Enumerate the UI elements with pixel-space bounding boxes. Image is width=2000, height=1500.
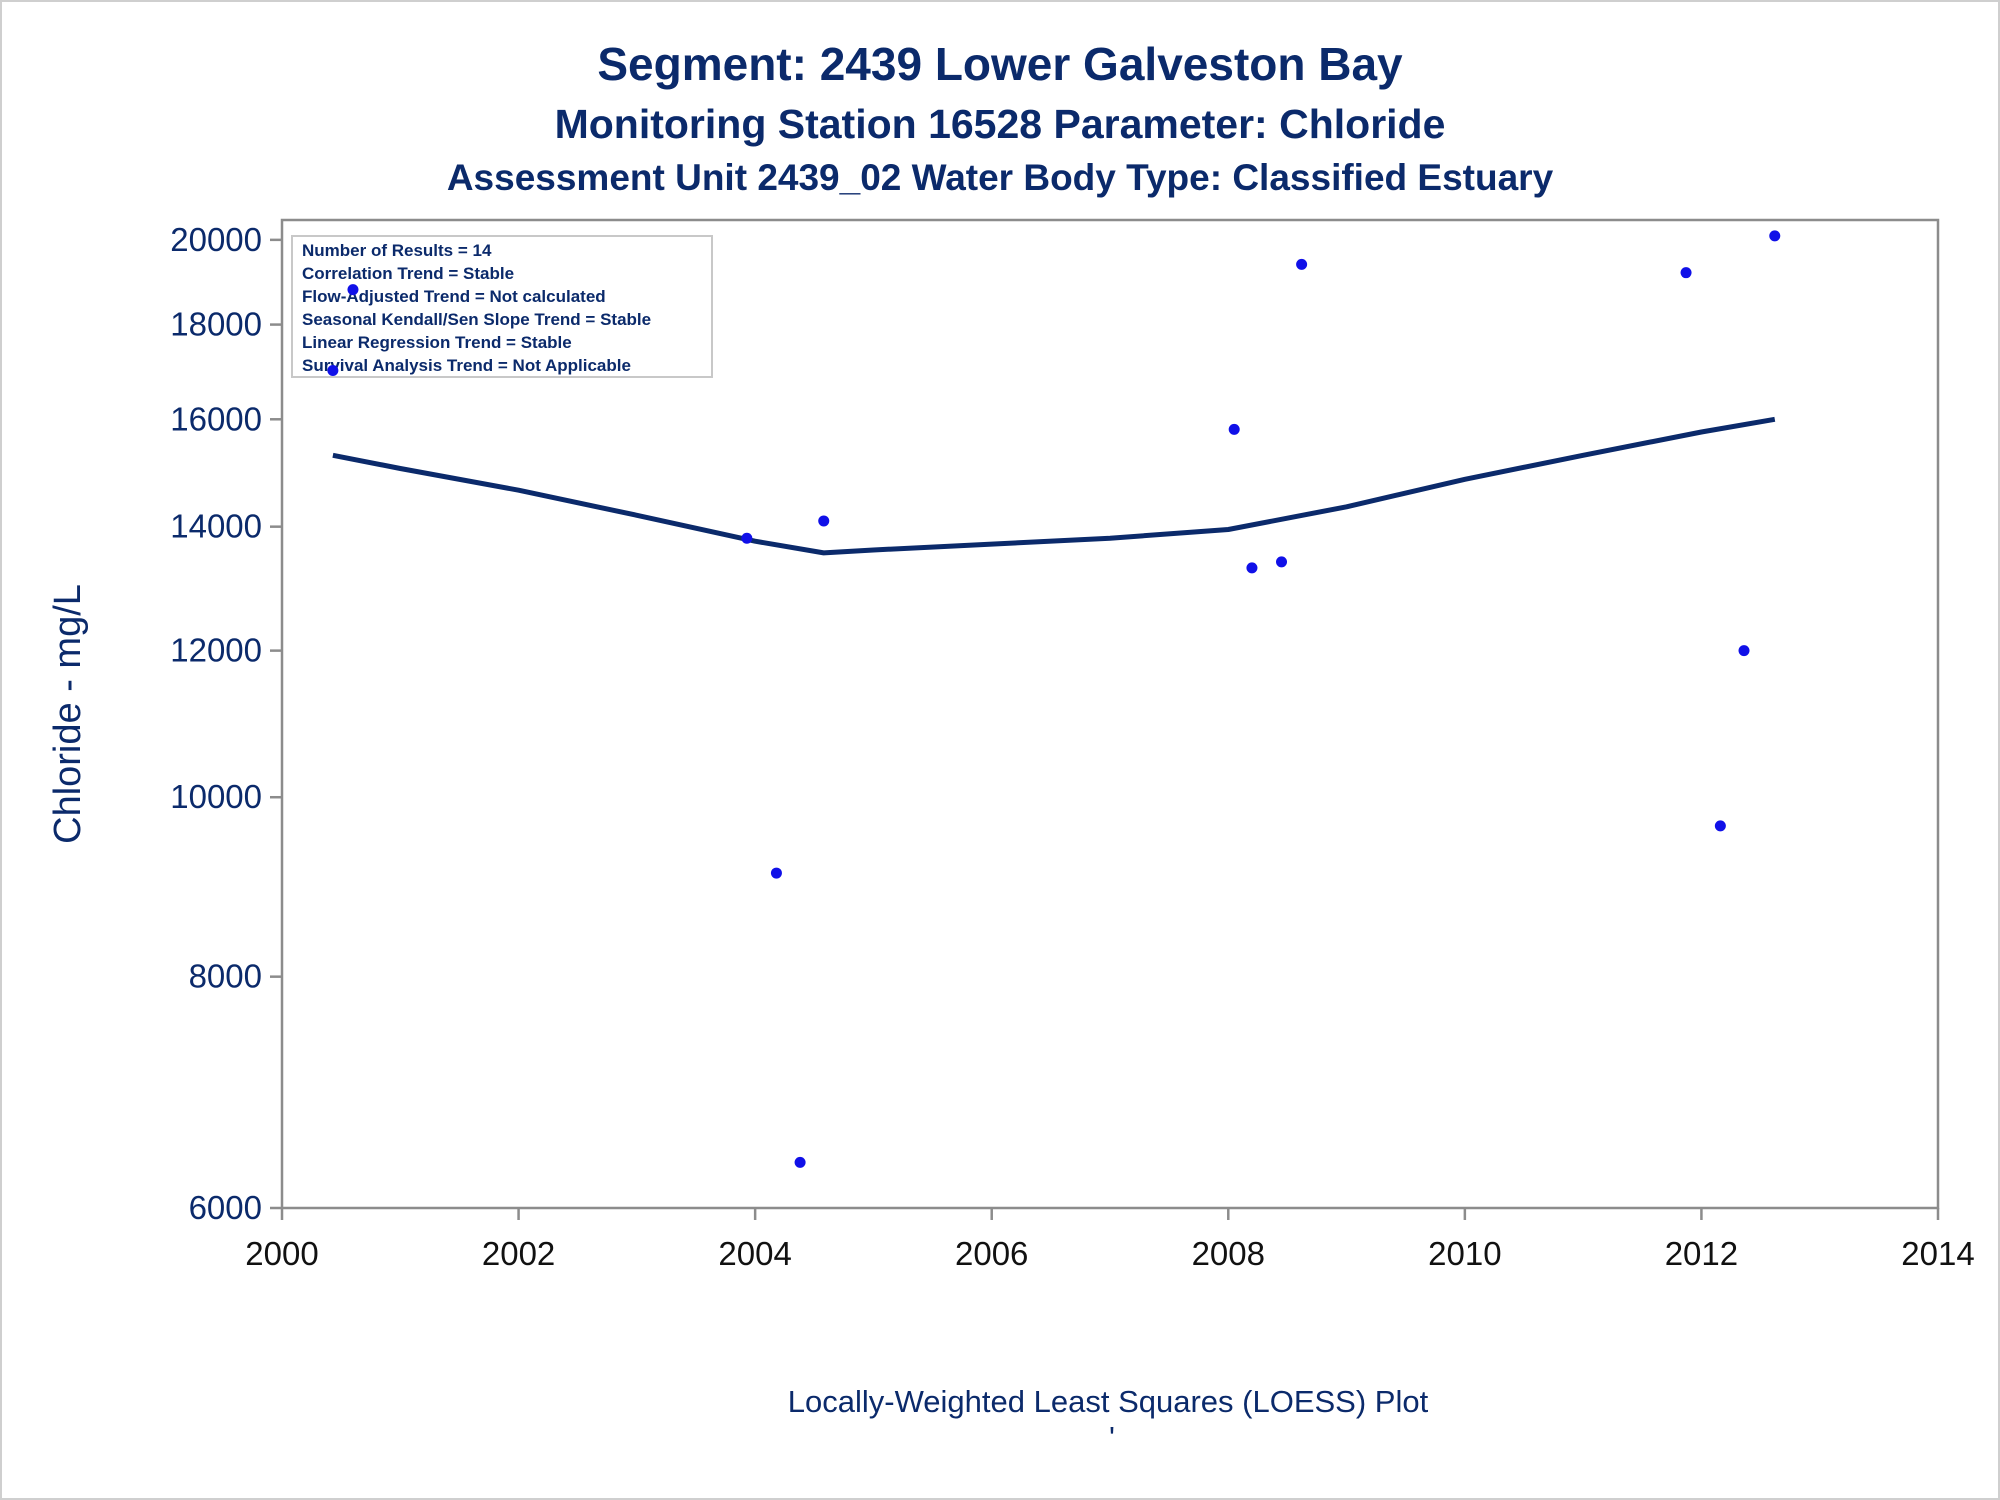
summary-seasonal-kendall: Seasonal Kendall/Sen Slope Trend = Stabl…	[302, 310, 651, 329]
summary-correlation: Correlation Trend = Stable	[302, 264, 514, 283]
data-point	[1738, 645, 1750, 657]
x-tick-label: 2002	[482, 1235, 555, 1272]
data-point	[741, 532, 753, 544]
summary-flow-adjusted: Flow-Adjusted Trend = Not calculated	[302, 287, 606, 306]
data-marks	[327, 230, 1781, 1168]
chart-title: Segment: 2439 Lower Galveston Bay	[597, 38, 1403, 90]
y-axis-label: Chloride - mg/L	[47, 584, 89, 844]
x-tick-label: 2000	[245, 1235, 318, 1272]
x-tick-label: 2004	[718, 1235, 791, 1272]
x-tick-label: 2006	[955, 1235, 1028, 1272]
summary-linear-regression: Linear Regression Trend = Stable	[302, 333, 572, 352]
summary-results: Number of Results = 14	[302, 241, 492, 260]
y-tick-label: 10000	[170, 778, 262, 815]
loess-line	[332, 416, 1776, 556]
y-tick-label: 18000	[170, 306, 262, 343]
y-tick-label: 8000	[189, 958, 262, 995]
data-point	[327, 365, 339, 377]
data-point	[1769, 230, 1781, 242]
data-point	[818, 515, 830, 527]
y-tick-label: 20000	[170, 221, 262, 258]
footnote: Locally-Weighted Least Squares (LOESS) P…	[788, 1384, 1429, 1419]
data-point	[794, 1156, 806, 1168]
trend-summary-box: Number of Results = 14 Correlation Trend…	[291, 235, 713, 378]
y-tick-label: 12000	[170, 632, 262, 669]
x-tick-label: 2012	[1665, 1235, 1738, 1272]
x-tick-label: 2010	[1428, 1235, 1501, 1272]
footnote-mark: '	[1109, 1420, 1115, 1455]
chart-subtitle-2: Assessment Unit 2439_02 Water Body Type:…	[447, 157, 1554, 198]
data-point	[1714, 820, 1726, 832]
y-tick-label: 6000	[189, 1189, 262, 1226]
data-point	[1246, 562, 1258, 574]
x-tick-label: 2014	[1901, 1235, 1974, 1272]
chart-subtitle: Monitoring Station 16528 Parameter: Chlo…	[555, 101, 1446, 147]
x-axis: 2000 2002 2004 2006 2008 2010 2012 2014	[245, 1208, 1975, 1272]
data-point	[1680, 267, 1692, 279]
y-axis: 6000 8000 10000 12000 14000 16000 18000 20000	[170, 221, 282, 1226]
data-point	[1296, 258, 1308, 270]
data-point	[1228, 423, 1240, 435]
y-tick-label: 16000	[170, 400, 262, 437]
summary-survival: Survival Analysis Trend = Not Applicable	[302, 356, 631, 375]
plot-area	[280, 218, 1940, 1210]
data-point	[1276, 556, 1288, 568]
y-tick-label: 14000	[170, 508, 262, 545]
data-point	[347, 284, 359, 296]
trend-summary-border	[291, 235, 713, 378]
x-tick-label: 2008	[1192, 1235, 1265, 1272]
data-point	[770, 867, 782, 879]
